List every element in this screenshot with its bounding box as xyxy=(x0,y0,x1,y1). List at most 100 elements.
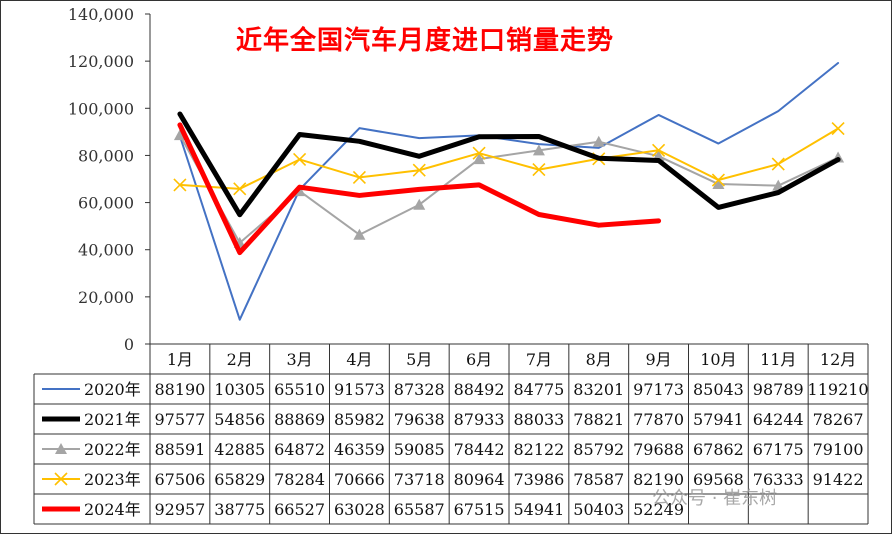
legend-marker-2022年 xyxy=(55,443,67,454)
data-label: 65587 xyxy=(394,500,445,519)
data-label: 63028 xyxy=(334,500,385,519)
data-label: 42885 xyxy=(214,440,265,459)
data-label: 88033 xyxy=(513,410,564,429)
x-tick-label: 6月 xyxy=(466,350,492,369)
series-point-2023年 xyxy=(233,182,247,196)
data-label: 78442 xyxy=(454,440,505,459)
x-tick-label: 9月 xyxy=(645,350,671,369)
y-tick-label: 120,000 xyxy=(68,52,134,71)
data-label: 57941 xyxy=(693,410,744,429)
y-tick-label: 60,000 xyxy=(78,194,134,213)
series-point-2022年 xyxy=(413,198,426,210)
data-label: 98789 xyxy=(753,380,804,399)
series-point-2023年 xyxy=(412,163,426,177)
series-point-2023年 xyxy=(831,121,845,136)
data-label: 67175 xyxy=(753,440,804,459)
legend-label: 2021年 xyxy=(84,410,141,429)
data-label: 65829 xyxy=(214,470,265,489)
y-tick-label: 100,000 xyxy=(68,99,134,118)
data-label: 73986 xyxy=(513,470,564,489)
data-label: 78587 xyxy=(573,470,624,489)
data-label: 82190 xyxy=(633,470,684,489)
series-point-2022年 xyxy=(473,153,486,165)
data-label: 77870 xyxy=(633,410,684,429)
data-label: 88190 xyxy=(154,380,205,399)
series-point-2023年 xyxy=(472,146,486,160)
data-label: 88591 xyxy=(154,440,205,459)
data-label: 76333 xyxy=(753,470,804,489)
series-point-2022年 xyxy=(532,144,545,156)
x-tick-label: 8月 xyxy=(586,350,612,369)
series-line-2023年 xyxy=(178,127,840,190)
series-point-2023年 xyxy=(652,143,666,157)
data-label: 70666 xyxy=(334,470,385,489)
data-label: 88869 xyxy=(274,410,325,429)
legend-label: 2022年 xyxy=(84,440,141,459)
series-point-2023年 xyxy=(711,173,725,187)
series-line-2024年 xyxy=(177,122,662,256)
series-point-2022年 xyxy=(173,129,186,141)
data-label: 67515 xyxy=(454,500,505,519)
series-point-2023年 xyxy=(532,163,546,177)
data-label: 79638 xyxy=(394,410,445,429)
data-label: 46359 xyxy=(334,440,385,459)
data-label: 97577 xyxy=(154,410,205,429)
series-line-2022年 xyxy=(178,134,840,244)
data-label: 82122 xyxy=(513,440,564,459)
data-label: 78821 xyxy=(573,410,624,429)
data-label: 78267 xyxy=(813,410,864,429)
y-tick-label: 20,000 xyxy=(78,288,134,307)
x-tick-label: 2月 xyxy=(227,350,253,369)
x-tick-label: 7月 xyxy=(526,350,552,369)
chart-title: 近年全国汽车月度进口销量走势 xyxy=(236,26,615,56)
data-label: 85043 xyxy=(693,380,744,399)
legend-label: 2024年 xyxy=(84,500,141,519)
series-point-2023年 xyxy=(771,157,785,171)
series-point-2023年 xyxy=(352,170,366,184)
data-label: 84775 xyxy=(513,380,564,399)
data-label: 85982 xyxy=(334,410,385,429)
data-label: 52249 xyxy=(633,500,684,519)
x-tick-label: 3月 xyxy=(286,350,312,369)
data-label: 59085 xyxy=(394,440,445,459)
series-point-2022年 xyxy=(353,228,366,240)
x-tick-label: 12月 xyxy=(820,350,856,369)
data-label: 119210 xyxy=(808,380,869,399)
data-label: 87933 xyxy=(454,410,505,429)
x-tick-label: 10月 xyxy=(700,350,736,369)
data-label: 64244 xyxy=(753,410,804,429)
data-label: 67506 xyxy=(154,470,205,489)
x-tick-label: 1月 xyxy=(167,350,193,369)
data-label: 91422 xyxy=(813,470,864,489)
data-label: 66527 xyxy=(274,500,325,519)
data-label: 79100 xyxy=(813,440,864,459)
data-label: 92957 xyxy=(154,500,205,519)
data-label: 65510 xyxy=(274,380,325,399)
data-label: 69568 xyxy=(693,470,744,489)
data-label: 91573 xyxy=(334,380,385,399)
data-label: 67862 xyxy=(693,440,744,459)
data-label: 54856 xyxy=(214,410,265,429)
series-point-2022年 xyxy=(592,135,605,147)
series-point-2023年 xyxy=(293,152,307,167)
series-line-2020年 xyxy=(178,62,840,321)
data-label: 10305 xyxy=(214,380,265,399)
data-label: 54941 xyxy=(513,500,564,519)
watermark: 公众号 · 崔东树 xyxy=(652,488,778,509)
series-point-2022年 xyxy=(712,178,725,190)
legend-label: 2020年 xyxy=(84,380,141,399)
series-line-2021年 xyxy=(177,111,841,218)
data-label: 85792 xyxy=(573,440,624,459)
data-label: 73718 xyxy=(394,470,445,489)
data-label: 97173 xyxy=(633,380,684,399)
y-tick-label: 40,000 xyxy=(78,241,134,260)
data-label: 78284 xyxy=(274,470,325,489)
x-tick-label: 5月 xyxy=(406,350,432,369)
data-label: 83201 xyxy=(573,380,624,399)
series-point-2022年 xyxy=(772,179,785,191)
data-label: 80964 xyxy=(454,470,505,489)
y-tick-label: 140,000 xyxy=(68,5,134,24)
series-point-2023年 xyxy=(173,178,187,192)
legend-marker-2023年 xyxy=(54,472,68,486)
